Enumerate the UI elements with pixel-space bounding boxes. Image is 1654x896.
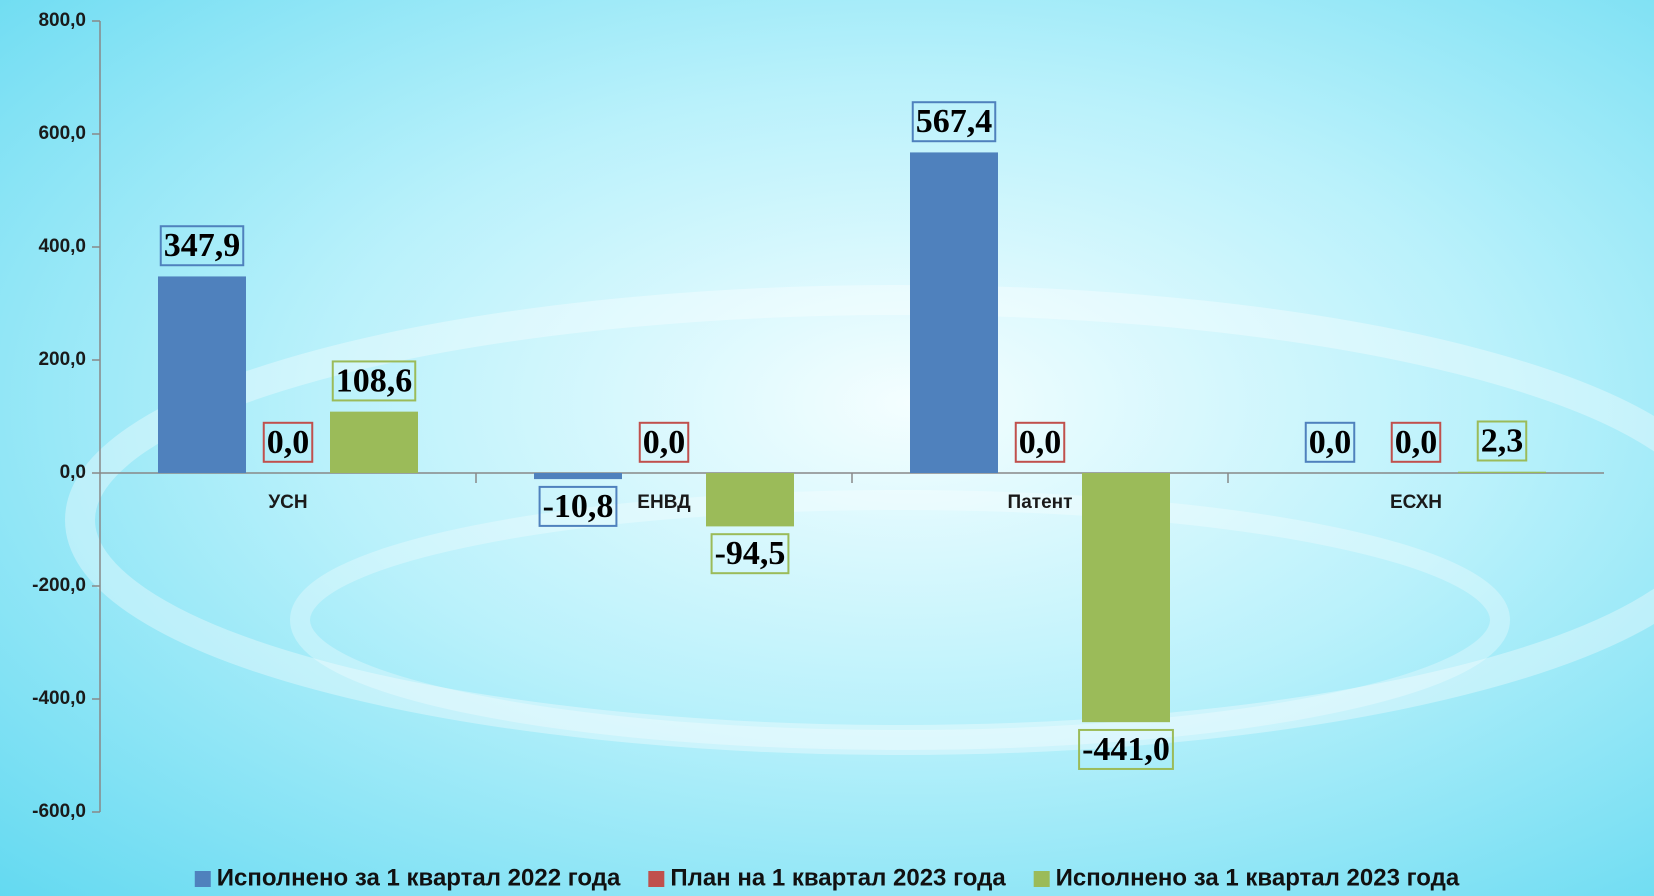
bar [158, 276, 246, 473]
data-label: -94,5 [712, 534, 789, 573]
bar [330, 412, 418, 473]
legend-label: Исполнено за 1 квартал 2023 года [1056, 864, 1460, 891]
x-tick-label: УСН [268, 492, 307, 513]
data-label-text: 347,9 [164, 227, 241, 264]
data-label-text: 0,0 [643, 424, 686, 461]
legend-swatch [1034, 871, 1050, 887]
data-label: -441,0 [1079, 730, 1173, 769]
data-label: -10,8 [540, 487, 617, 526]
y-tick-label: 200,0 [38, 349, 86, 370]
chart: -600,0 -400,0 -200,0 0,0 200,0 400,0 600,0 800,… [0, 0, 1654, 896]
bar [706, 473, 794, 526]
data-label: 0,0 [1306, 423, 1355, 462]
data-label-text: 0,0 [1395, 424, 1438, 461]
y-tick-label: 0,0 [60, 462, 86, 483]
data-label: 0,0 [1016, 423, 1065, 462]
legend-label: План на 1 квартал 2023 года [670, 864, 1006, 891]
data-label-text: -94,5 [715, 535, 786, 572]
legend-label: Исполнено за 1 квартал 2022 года [217, 864, 621, 891]
legend-swatch [648, 871, 664, 887]
y-tick-label: 600,0 [38, 123, 86, 144]
data-label: 567,4 [913, 102, 996, 141]
x-tick-label: ЕНВД [637, 492, 691, 513]
data-label-text: 0,0 [1309, 424, 1352, 461]
data-label-text: 0,0 [1019, 424, 1062, 461]
bar [910, 152, 998, 473]
data-label: 2,3 [1478, 421, 1527, 460]
data-label: 347,9 [161, 226, 244, 265]
y-tick-label: -200,0 [32, 575, 86, 596]
bar [1082, 473, 1170, 722]
data-label-text: 108,6 [336, 362, 413, 399]
bar [534, 473, 622, 479]
legend: Исполнено за 1 квартал 2022 года План на … [195, 864, 1460, 891]
x-tick-label: Патент [1008, 492, 1073, 513]
y-tick-label: 800,0 [38, 10, 86, 31]
data-label-text: 2,3 [1481, 422, 1524, 459]
data-label: 108,6 [333, 361, 416, 400]
data-label-text: -10,8 [543, 488, 614, 525]
y-tick-label: -600,0 [32, 801, 86, 822]
data-label-text: 567,4 [916, 103, 993, 140]
data-label-text: 0,0 [267, 424, 310, 461]
data-label: 0,0 [264, 423, 313, 462]
bar [1458, 472, 1546, 473]
y-tick-label: 400,0 [38, 236, 86, 257]
legend-swatch [195, 871, 211, 887]
y-tick-label: -400,0 [32, 688, 86, 709]
data-label-text: -441,0 [1082, 731, 1170, 768]
data-label: 0,0 [1392, 423, 1441, 462]
x-tick-label: ЕСХН [1390, 492, 1442, 513]
data-label: 0,0 [640, 423, 689, 462]
